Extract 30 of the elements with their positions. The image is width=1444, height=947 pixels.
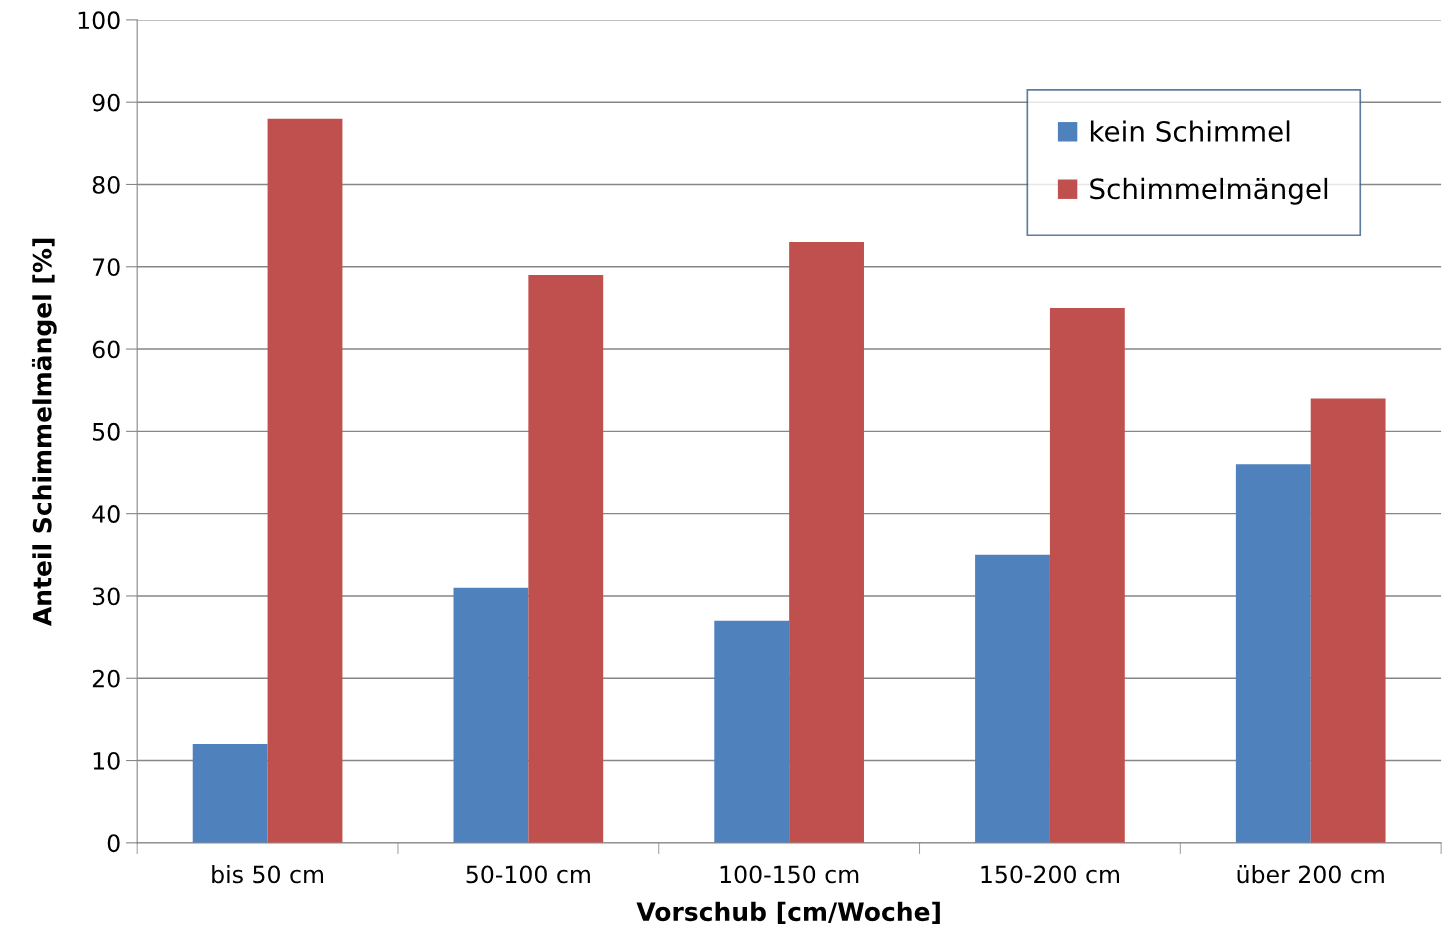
- y-tick-label: 70: [93, 258, 120, 277]
- bar: [1235, 464, 1311, 843]
- bar: [453, 587, 529, 843]
- legend-label: Schimmelmängel: [1090, 177, 1328, 205]
- x-axis-title: Vorschub [cm/Woche]: [636, 901, 940, 925]
- bar: [1049, 307, 1125, 843]
- bar: [267, 118, 343, 843]
- y-tick-label: 100: [78, 11, 120, 30]
- y-tick-label: 50: [92, 422, 120, 441]
- bar: [714, 620, 790, 843]
- bar: [1310, 398, 1386, 843]
- y-tick-label: 30: [92, 587, 120, 606]
- bar: [528, 275, 604, 843]
- legend-label: kein Schimmel: [1090, 120, 1290, 142]
- y-tick-label: 20: [92, 669, 120, 688]
- x-tick-label: 150-200 cm: [981, 865, 1119, 884]
- x-tick-label: bis 50 cm: [212, 865, 324, 884]
- bar: [975, 554, 1050, 843]
- y-tick-label: 90: [92, 93, 120, 112]
- y-tick-label: 80: [92, 175, 120, 194]
- y-tick-label: 40: [92, 505, 120, 523]
- x-tick-label: 100-150 cm: [720, 865, 859, 884]
- x-tick-label: 50-100 cm: [466, 865, 590, 884]
- bar: [789, 242, 864, 843]
- x-tick-label: über 200 cm: [1237, 865, 1384, 884]
- bar: [192, 744, 268, 843]
- y-axis-title: Anteil Schimmelmängel [%]: [31, 238, 57, 626]
- y-tick-label: 10: [93, 751, 120, 770]
- y-tick-label: 60: [92, 340, 120, 359]
- y-tick-label: 0: [107, 834, 120, 853]
